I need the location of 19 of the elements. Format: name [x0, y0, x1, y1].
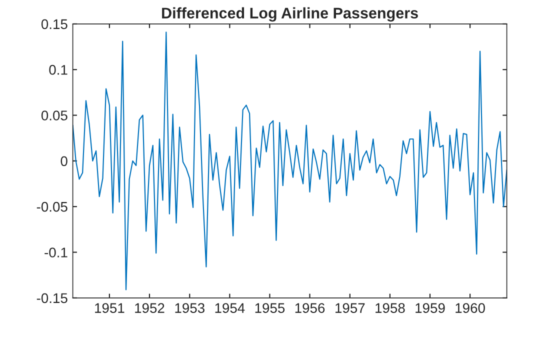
x-tick-label: 1958	[376, 303, 405, 313]
x-tick-label: 1960	[456, 303, 485, 313]
x-tick-label: 1959	[416, 303, 445, 313]
x-tick-label: 1956	[295, 303, 325, 313]
x-tick-label: 1955	[255, 303, 285, 313]
y-tick-label: 0	[60, 156, 68, 166]
y-tick-label: -0.15	[36, 293, 68, 304]
line-series	[72, 32, 507, 290]
y-tick-label: 0.05	[41, 110, 68, 120]
y-tick-label: 0.1	[49, 64, 68, 75]
x-tick-label: 1952	[135, 303, 164, 313]
chart-title: Differenced Log Airline Passengers	[162, 7, 418, 22]
x-tick-label: 1957	[336, 303, 365, 313]
y-tick-label: 0.15	[41, 19, 68, 30]
x-tick-label: 1953	[175, 303, 204, 313]
x-tick-label: 1951	[95, 303, 124, 313]
x-tick-label: 1954	[215, 303, 245, 313]
y-tick-label: -0.1	[44, 248, 68, 258]
y-tick-label: -0.05	[36, 202, 68, 212]
